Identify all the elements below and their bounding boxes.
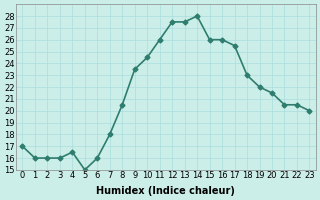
X-axis label: Humidex (Indice chaleur): Humidex (Indice chaleur)	[97, 186, 236, 196]
